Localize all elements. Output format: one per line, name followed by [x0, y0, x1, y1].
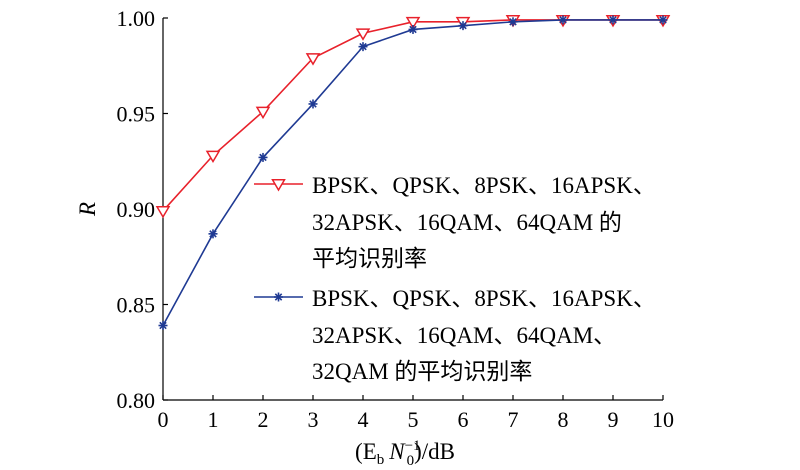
- legend-entry-1: BPSK、QPSK、8PSK、16APSK、 32APSK、16QAM、64QAM…: [254, 173, 656, 271]
- marker-stroke: [559, 16, 567, 24]
- x-axis-label-sup: −1: [405, 438, 421, 454]
- legend-label: 32APSK、16QAM、64QAM 的: [312, 210, 622, 235]
- marker-stroke: [609, 16, 617, 24]
- data-point-marker: [608, 15, 618, 25]
- data-point-marker: [458, 21, 468, 31]
- x-tick-label: 4: [358, 407, 369, 432]
- x-tick-label: 3: [308, 407, 319, 432]
- y-tick-label: 1.00: [117, 6, 156, 31]
- y-tick-label: 0.80: [117, 388, 156, 413]
- x-tick-label: 8: [558, 407, 569, 432]
- data-point-marker: [271, 179, 286, 192]
- data-point-marker: [658, 15, 668, 25]
- y-tick-label: 0.85: [117, 293, 156, 318]
- x-tick-label: 6: [458, 407, 469, 432]
- data-point-marker: [358, 42, 368, 52]
- data-point-marker: [305, 53, 321, 66]
- data-point-marker: [405, 16, 421, 30]
- legend-label: 32QAM 的平均识别率: [312, 359, 532, 384]
- data-point-marker: [355, 28, 371, 41]
- data-point-marker: [205, 150, 221, 163]
- y-tick-label: 0.95: [117, 102, 156, 127]
- x-axis-label-n: N: [388, 439, 406, 464]
- marker-stroke: [309, 100, 317, 108]
- data-point-marker: [158, 321, 168, 331]
- data-point-marker: [155, 205, 171, 219]
- marker-stroke: [659, 16, 667, 24]
- y-axis-label: R: [75, 202, 100, 217]
- x-axis-label-sub-b: b: [377, 452, 385, 468]
- x-axis-label-unit: )/dB: [414, 439, 455, 464]
- data-point-marker: [255, 106, 271, 120]
- marker-stroke: [209, 230, 217, 238]
- x-axis-label-open: (E: [355, 439, 377, 464]
- marker-stroke: [509, 18, 517, 26]
- y-tick-label: 0.90: [117, 197, 156, 222]
- x-tick-label: 0: [158, 407, 169, 432]
- data-point-marker: [408, 24, 418, 34]
- data-point-marker: [308, 99, 318, 109]
- x-tick-label: 10: [652, 407, 674, 432]
- legend-label: 32APSK、16QAM、64QAM、: [312, 323, 616, 348]
- x-tick-label: 5: [408, 407, 419, 432]
- marker-stroke: [159, 321, 167, 330]
- x-tick-label: 9: [608, 407, 619, 432]
- data-point-marker: [558, 15, 568, 25]
- data-point-marker: [508, 17, 518, 27]
- x-tick-label: 2: [258, 407, 269, 432]
- marker-stroke: [409, 25, 417, 34]
- legend-entry-2: BPSK、QPSK、8PSK、16APSK、 32APSK、16QAM、64QAM…: [254, 286, 656, 384]
- marker-stroke: [274, 293, 283, 301]
- x-tick-label: 1: [208, 407, 219, 432]
- legend-label: BPSK、QPSK、8PSK、16APSK、: [312, 286, 656, 311]
- data-point-marker: [208, 229, 218, 239]
- marker-stroke: [459, 21, 467, 30]
- x-axis-label: (Eb N−1 0)/dB: [355, 438, 455, 469]
- x-axis-ticks: 0 1 2 3 4 5 6 7 8 9 10: [158, 395, 674, 432]
- x-tick-label: 7: [508, 407, 519, 432]
- legend: BPSK、QPSK、8PSK、16APSK、 32APSK、16QAM、64QAM…: [254, 173, 656, 384]
- series-2: [158, 15, 668, 331]
- legend-label: BPSK、QPSK、8PSK、16APSK、: [312, 173, 656, 198]
- y-axis-ticks: 0.80 0.85 0.90 0.95 1.00: [117, 6, 168, 413]
- series-group: [155, 14, 671, 331]
- marker-stroke: [359, 42, 367, 51]
- data-point-marker: [258, 152, 268, 162]
- x-axis-label-sub-0: 0: [407, 453, 415, 469]
- marker-stroke: [259, 153, 267, 162]
- legend-label: 平均识别率: [312, 246, 427, 271]
- data-point-marker: [274, 292, 283, 302]
